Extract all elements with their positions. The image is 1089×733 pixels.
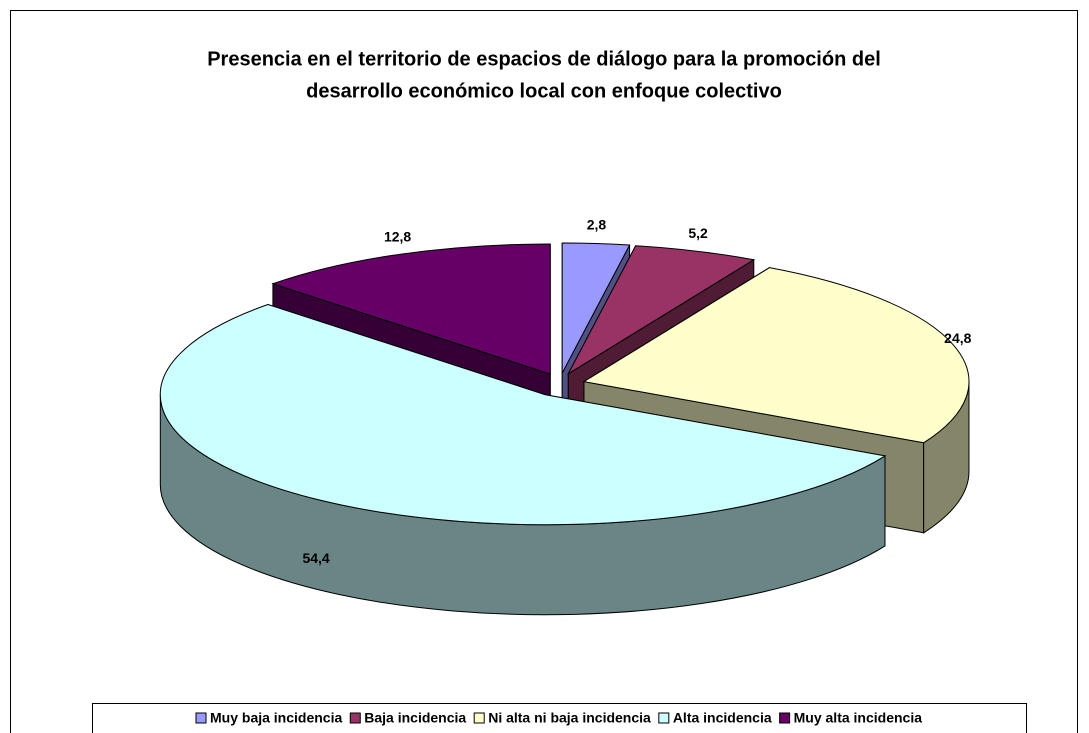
slice-top xyxy=(567,245,756,376)
slice-top xyxy=(561,242,631,374)
slice-top xyxy=(582,267,970,444)
legend-label: Muy alta incidencia xyxy=(794,710,923,726)
legend-label: Muy baja incidencia xyxy=(210,710,342,726)
legend-label: Ni alta ni baja incidencia xyxy=(488,710,651,726)
legend-swatch xyxy=(473,712,485,724)
data-label: 24,8 xyxy=(944,330,971,346)
chart-title: Presencia en el territorio de espacios d… xyxy=(207,48,881,70)
legend-swatch xyxy=(349,712,361,724)
data-label: 54,4 xyxy=(302,550,329,566)
legend-label: Baja incidencia xyxy=(364,710,466,726)
legend-swatch xyxy=(658,712,670,724)
data-label: 2,8 xyxy=(587,216,607,232)
data-label: 5,2 xyxy=(688,225,708,241)
chart-title: desarrollo económico local con enfoque c… xyxy=(306,80,782,102)
legend-label: Alta incidencia xyxy=(673,710,772,726)
slice-top xyxy=(159,304,887,526)
legend-swatch xyxy=(779,712,791,724)
legend-swatch xyxy=(195,712,207,724)
legend-box xyxy=(92,703,1027,733)
data-label: 12,8 xyxy=(384,228,411,244)
pie-slice xyxy=(159,303,887,616)
slice-top xyxy=(271,243,551,375)
